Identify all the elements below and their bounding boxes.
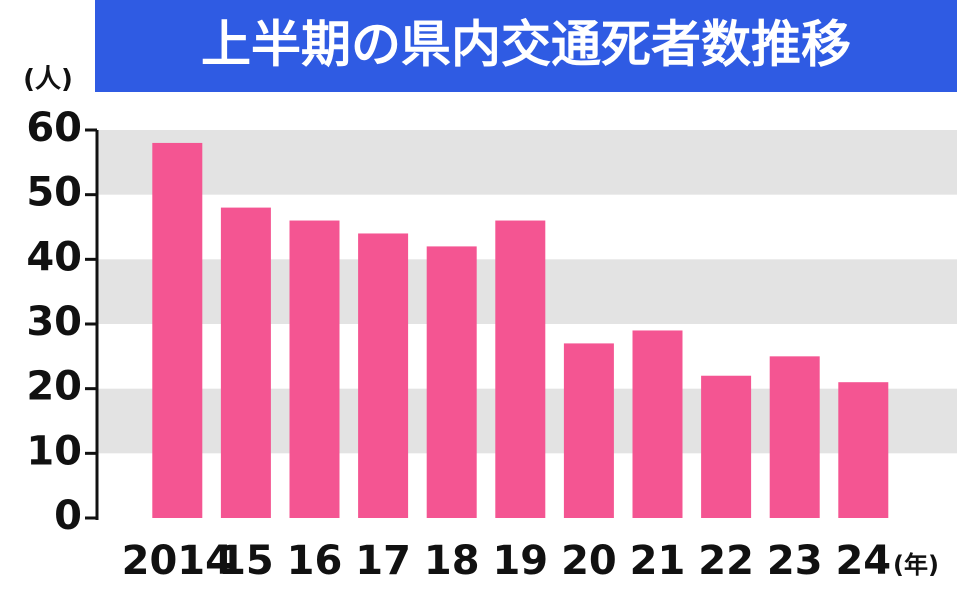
- y-tick-label: 20: [26, 364, 82, 410]
- chart-title: 上半期の県内交通死者数推移: [201, 16, 851, 74]
- bar: [769, 356, 820, 518]
- bar: [358, 233, 409, 518]
- x-tick-label: 20: [561, 538, 617, 584]
- title-bar: [95, 0, 957, 92]
- x-axis-label: (年): [893, 551, 939, 579]
- y-tick-label: 60: [26, 105, 82, 151]
- x-tick-label: 23: [767, 538, 823, 584]
- x-tick-label: 21: [630, 538, 686, 584]
- bar: [838, 382, 889, 518]
- x-tick-label: 22: [698, 538, 754, 584]
- bar: [289, 220, 340, 519]
- x-tick-label: 18: [424, 538, 480, 584]
- bar: [701, 375, 752, 518]
- y-tick-label: 0: [54, 493, 82, 539]
- grid-band: [97, 130, 957, 195]
- y-tick-label: 30: [26, 299, 82, 345]
- x-tick-label: 24: [835, 538, 891, 584]
- y-axis-label: (人): [23, 65, 73, 95]
- bar: [563, 343, 614, 518]
- bar: [426, 246, 477, 518]
- x-tick-label: 15: [218, 538, 274, 584]
- y-tick-label: 50: [26, 170, 82, 216]
- bar: [632, 330, 683, 518]
- bar: [220, 207, 271, 518]
- y-tick-label: 10: [26, 428, 82, 474]
- x-tick-label: 19: [492, 538, 548, 584]
- x-tick-label: 17: [355, 538, 411, 584]
- x-tick-label: 2014: [122, 538, 233, 584]
- bar: [152, 142, 203, 518]
- y-tick-label: 40: [26, 234, 82, 280]
- bar: [495, 220, 546, 519]
- x-tick-label: 16: [287, 538, 343, 584]
